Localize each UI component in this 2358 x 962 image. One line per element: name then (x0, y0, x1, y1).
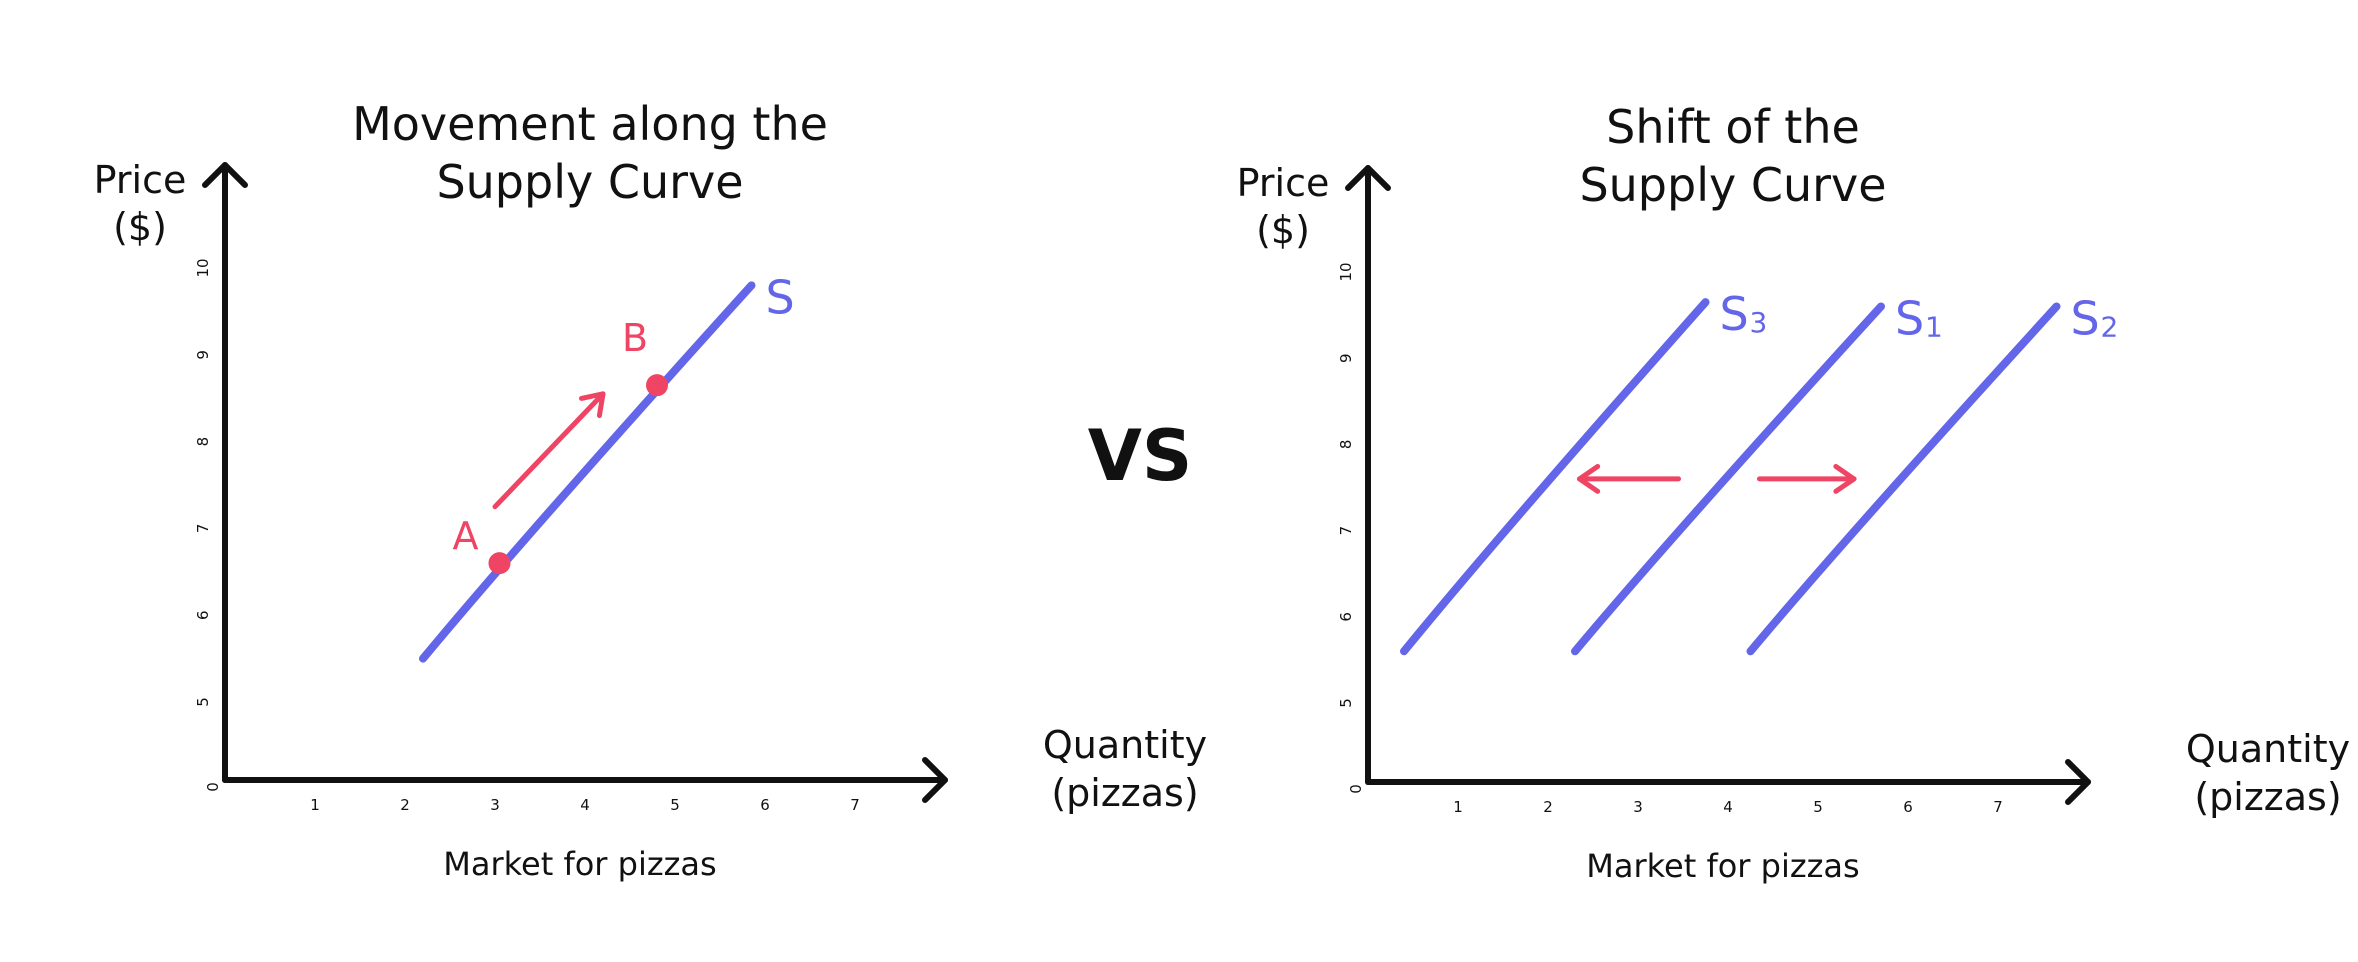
arrow-right-head (1833, 463, 1857, 494)
supply-curve-S3 (1400, 298, 1710, 656)
x-tick-label: 5 (1813, 798, 1823, 816)
y-tick-label: 9 (1337, 353, 1355, 363)
y-axis-label: Price (94, 158, 187, 202)
x-tick-label: 5 (670, 796, 680, 814)
arrow-up-right-head (578, 391, 606, 419)
y-tick-label: 9 (194, 350, 212, 360)
point-b (646, 374, 668, 397)
x-tick-label: 6 (1903, 798, 1913, 816)
x-tick-label: 3 (1633, 798, 1643, 816)
y-tick-label: 8 (194, 437, 212, 447)
y-tick-label: 10 (194, 258, 212, 277)
x-tick-label: 1 (1453, 798, 1463, 816)
chart-title-line: Supply Curve (436, 155, 743, 209)
x-axis-label: Quantity (2186, 727, 2350, 771)
y-tick-label: 6 (1337, 612, 1355, 622)
x-axis-arrowhead (2065, 759, 2091, 805)
y-axis-label: Price (1237, 161, 1330, 205)
chart-title-line: Shift of the (1606, 100, 1860, 154)
chart-caption: Market for pizzas (443, 845, 716, 883)
x-tick-label: 7 (1993, 798, 2003, 816)
supply-curve-S2 (1746, 302, 2061, 656)
x-tick-label: 7 (850, 796, 860, 814)
y-tick-label: 6 (194, 610, 212, 620)
x-tick-label: 4 (580, 796, 590, 814)
y-tick-label: 8 (1337, 440, 1355, 450)
curve-label-subscript: 2 (2101, 310, 2119, 343)
chart-caption: Market for pizzas (1586, 847, 1859, 885)
y-axis-arrowhead (202, 162, 248, 188)
x-tick-label: 2 (400, 796, 410, 814)
origin-label: 0 (1347, 784, 1365, 794)
origin-label: 0 (204, 782, 222, 792)
arrow-up-right (492, 391, 606, 510)
point-a (488, 552, 511, 575)
x-tick-label: 6 (760, 796, 770, 814)
curve-label-subscript: 1 (1925, 310, 1943, 343)
chart-title-line: Movement along the (352, 97, 828, 151)
point-label-a: A (453, 514, 479, 558)
x-tick-label: 1 (310, 796, 320, 814)
point-label-b: B (622, 316, 648, 360)
y-tick-label: 10 (1337, 262, 1355, 281)
supply-curve-S (419, 281, 756, 663)
x-axis-arrowhead (922, 757, 948, 803)
y-axis-label: ($) (1256, 208, 1310, 252)
x-tick-label: 4 (1723, 798, 1733, 816)
y-tick-label: 5 (194, 697, 212, 707)
curve-label: S (766, 270, 795, 324)
arrow-left-head (1577, 463, 1601, 494)
y-axis-arrowhead (1345, 165, 1391, 191)
vs-separator: VS (1088, 415, 1193, 497)
y-tick-label: 7 (194, 524, 212, 534)
y-tick-label: 5 (1337, 698, 1355, 708)
curve-label-subscript: 3 (1750, 306, 1768, 339)
x-tick-label: 2 (1543, 798, 1553, 816)
supply-curve-S1 (1571, 302, 1885, 656)
curve-label: S (2071, 291, 2100, 345)
curve-label: S (1720, 287, 1749, 341)
x-axis-label: Quantity (1043, 723, 1207, 767)
x-tick-label: 3 (490, 796, 500, 814)
curve-label: S (1895, 291, 1924, 345)
x-axis-label: (pizzas) (1051, 771, 1198, 815)
x-axis-label: (pizzas) (2194, 775, 2341, 819)
chart-title-line: Supply Curve (1579, 158, 1886, 212)
y-axis-label: ($) (113, 205, 167, 249)
y-tick-label: 7 (1337, 526, 1355, 536)
